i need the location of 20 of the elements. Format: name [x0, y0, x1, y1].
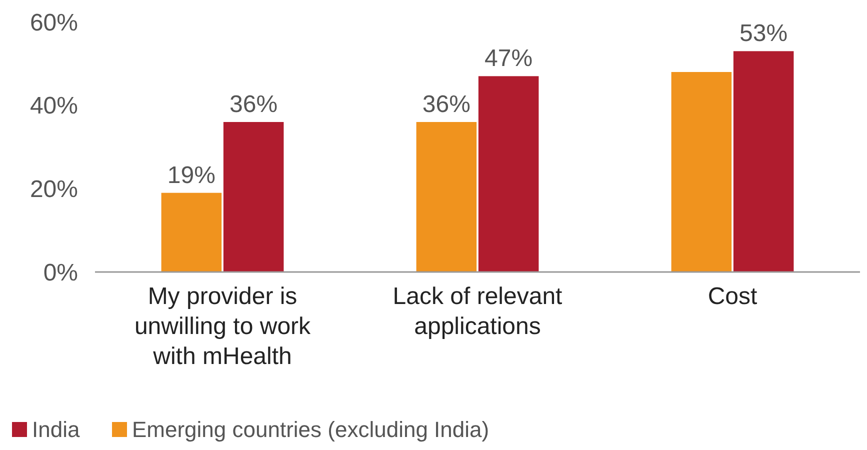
y-tick-label: 40% — [30, 92, 78, 120]
x-tick-label: Lack of relevant applications — [392, 283, 563, 340]
y-tick-label: 20% — [30, 176, 78, 204]
x-tick-label: My provider is unwilling to work with mHealth — [134, 283, 312, 370]
data-label: 53% — [740, 20, 788, 48]
bar — [416, 122, 477, 272]
y-tick-label: 60% — [30, 9, 78, 36]
bar — [733, 51, 794, 272]
legend-label: Emerging countries (excluding India) — [132, 417, 490, 442]
bar — [671, 72, 732, 272]
bar — [161, 192, 222, 272]
legend-label: India — [32, 417, 80, 442]
bar — [223, 122, 284, 272]
data-label: 47% — [484, 45, 533, 72]
data-label: 36% — [422, 91, 470, 118]
x-tick-label: Cost — [708, 283, 758, 310]
data-label: 36% — [230, 91, 278, 118]
bar — [478, 76, 539, 272]
data-label: 19% — [167, 162, 216, 189]
y-tick-label: 0% — [43, 259, 78, 286]
